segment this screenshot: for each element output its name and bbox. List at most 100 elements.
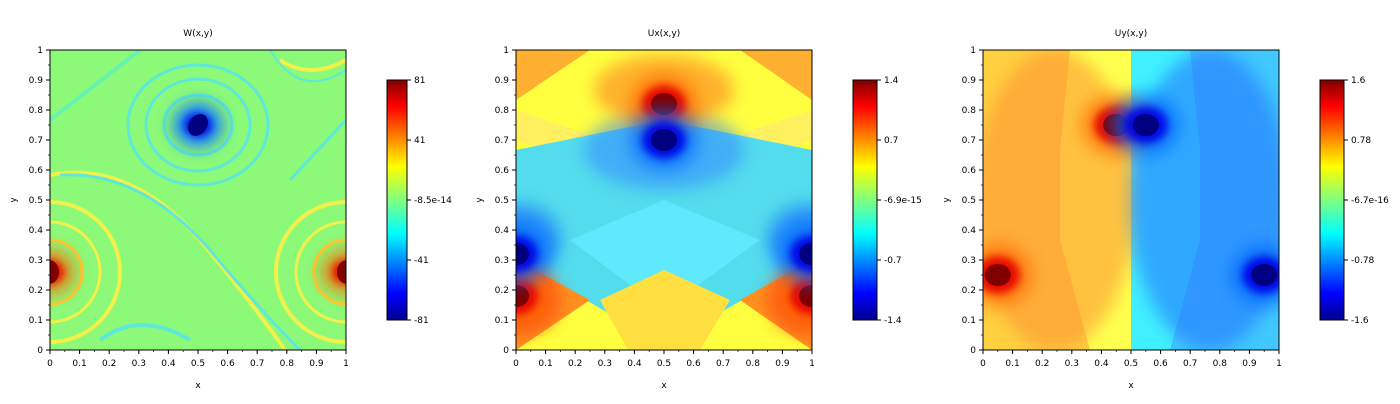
x-tick-label: 0.5 [657, 359, 671, 369]
colorbar-tick-label: -1.6 [1351, 316, 1369, 326]
y-tick-label: 0.2 [495, 286, 509, 296]
colorbar-tick-label: -0.7 [884, 256, 902, 266]
colorbar [386, 79, 408, 321]
x-tick-label: 0.6 [1153, 359, 1168, 369]
x-tick-label: 1 [1276, 359, 1282, 369]
x-tick-label: 0.2 [1035, 359, 1049, 369]
x-tick-label: 0.2 [568, 359, 582, 369]
feature-core [799, 242, 812, 266]
colorbar-tick-label: -41 [414, 256, 429, 266]
feature-core [984, 263, 1011, 287]
chart-title: W(x,y) [183, 29, 212, 39]
y-axis-label: y [475, 197, 485, 203]
y-axis-label: y [942, 197, 952, 203]
y-tick-label: 0.6 [495, 166, 510, 176]
feature-core [516, 284, 529, 308]
y-tick-label: 0.3 [495, 256, 509, 266]
y-tick-label: 1 [970, 46, 976, 56]
x-tick-label: 0.4 [1094, 359, 1109, 369]
chart-title: Ux(x,y) [648, 29, 680, 39]
y-tick-label: 0.8 [962, 106, 977, 116]
feature-core [1132, 113, 1159, 137]
x-tick-label: 1 [809, 359, 815, 369]
heatmap-ux [516, 50, 812, 350]
panel-w: W(x,y) [9, 29, 452, 391]
x-tick-label: 0.9 [1242, 359, 1257, 369]
y-tick-label: 0.9 [29, 76, 44, 86]
colorbar-tick-label: 1.4 [884, 76, 899, 86]
x-tick-label: 0.4 [161, 359, 176, 369]
y-tick-label: 0.2 [962, 286, 976, 296]
x-tick-label: 0.3 [598, 359, 612, 369]
colorbar-tick-label: -1.4 [884, 316, 902, 326]
x-axis-label: x [195, 381, 201, 391]
y-tick-label: 0.9 [962, 76, 977, 86]
y-tick-label: 0.3 [962, 256, 976, 266]
heatmap-background [50, 50, 346, 350]
colorbar-tick-label: -81 [414, 316, 429, 326]
panel-uy: Uy(x,y) 0 0.1 0.2 0.3 0.4 0.5 0.6 0.7 0.8 0.9 1 0 0.… [942, 29, 1389, 391]
y-tick-label: 0.7 [962, 136, 976, 146]
extrema [516, 73, 812, 327]
y-tick-label: 0 [970, 346, 976, 356]
x-tick-label: 0 [47, 359, 53, 369]
y-tick-label: 0.2 [29, 286, 43, 296]
x-tick-label: 0.1 [1005, 359, 1019, 369]
y-tick-label: 0.9 [495, 76, 510, 86]
y-tick-label: 0.4 [29, 226, 44, 236]
y-tick-label: 0.8 [495, 106, 510, 116]
y-tick-label: 0.6 [29, 166, 44, 176]
heatmap-uy [983, 50, 1279, 350]
x-axis-label: x [1128, 381, 1134, 391]
x-axis-label: x [661, 381, 667, 391]
x-tick-label: 1 [343, 359, 349, 369]
panel-ux: Ux(x,y) 0 0.1 0.2 0.3 0. [475, 29, 922, 391]
x-tick-label: 0.1 [538, 359, 552, 369]
x-tick-label: 0.8 [280, 359, 295, 369]
y-tick-label: 0.5 [29, 196, 43, 206]
y-tick-label: 0 [503, 346, 509, 356]
x-tick-label: 0.9 [775, 359, 790, 369]
x-tick-label: 0.6 [220, 359, 235, 369]
feature-core [188, 114, 208, 136]
colorbar-tick-label: 41 [414, 136, 425, 146]
x-tick-label: 0.6 [686, 359, 701, 369]
colorbar-tick-label: 0.7 [884, 136, 898, 146]
y-tick-label: 0.1 [962, 316, 976, 326]
y-tick-label: 1 [37, 46, 43, 56]
x-tick-label: 0.2 [102, 359, 116, 369]
y-tick-label: 0.7 [29, 136, 43, 146]
axes: 0 0.1 0.2 0.3 0.4 0.5 0.6 0.7 0.8 0.9 1 0 0.1 0.2 0.3 0… [962, 46, 1282, 369]
y-tick-label: 0.3 [29, 256, 43, 266]
colorbar-tick-label: -0.78 [1351, 256, 1375, 266]
x-tick-label: 0.8 [746, 359, 761, 369]
colorbar [1319, 79, 1345, 321]
extrema [983, 94, 1279, 306]
x-tick-label: 0.9 [309, 359, 324, 369]
feature-core [50, 260, 59, 284]
colorbar-tick-label: 1.6 [1351, 76, 1366, 86]
colorbar-labels: 1.4 0.7 -6.9e-15 -0.7 -1.4 [877, 76, 922, 326]
feature-core [799, 284, 812, 308]
x-tick-label: 0.4 [627, 359, 642, 369]
x-tick-label: 0.1 [72, 359, 86, 369]
colorbar-tick-label: -6.7e-16 [1351, 196, 1389, 206]
y-tick-label: 0.7 [495, 136, 509, 146]
axes: 0 0.1 0.2 0.3 0.4 0.5 0.6 0.7 0.8 0.9 1 0 0.1 0.2 0.3 0… [495, 46, 815, 369]
colorbar-tick-label: 81 [414, 76, 425, 86]
x-tick-label: 0.5 [1124, 359, 1138, 369]
x-tick-label: 0 [513, 359, 519, 369]
colorbar-labels: 81 41 -8.5e-14 -41 -81 [407, 76, 452, 326]
colorbar-labels: 1.6 0.78 -6.7e-16 -0.78 -1.6 [1344, 76, 1389, 326]
vortex-cores [50, 101, 346, 296]
colorbar-tick-label: 0.78 [1351, 136, 1371, 146]
feature-core [651, 92, 677, 116]
chart-title: Uy(x,y) [1115, 29, 1147, 39]
y-tick-label: 0.1 [495, 316, 509, 326]
heatmap-w [50, 50, 346, 350]
x-tick-label: 0.5 [191, 359, 205, 369]
y-tick-label: 0.1 [29, 316, 43, 326]
y-axis-label: y [9, 197, 19, 203]
